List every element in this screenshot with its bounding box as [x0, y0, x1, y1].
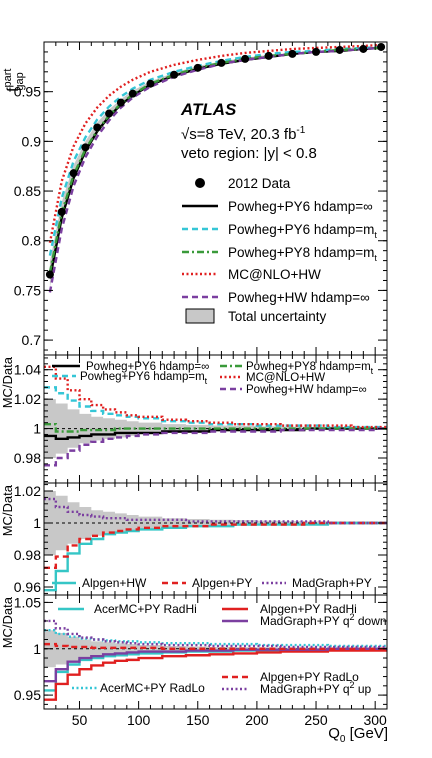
x-tick-label: 300 — [363, 712, 387, 728]
ratio3-legend-entry: MadGraph+PY q2 up — [260, 680, 372, 696]
y-tick-label: 0.96 — [14, 579, 41, 595]
main-series-line-4 — [48, 43, 382, 243]
data-point — [128, 89, 137, 98]
x-tick-label: 200 — [245, 712, 269, 728]
ratio-3-series-step-4 — [44, 642, 387, 650]
data-point — [288, 49, 297, 58]
legend-data-marker — [195, 178, 205, 188]
y-tick-label: 1 — [33, 515, 41, 531]
legend-uncertainty-swatch — [185, 308, 215, 324]
legend-entry: Powheg+PY6 hdamp=mt — [228, 222, 377, 240]
ratio-y-axis-label: MC/Data — [0, 484, 15, 536]
data-point — [217, 58, 226, 67]
y-tick-label: 0.95 — [14, 84, 41, 100]
x-tick-label: 50 — [72, 712, 88, 728]
legend-entry: Powheg+HW hdamp=∞ — [228, 290, 370, 305]
legend-entry: 2012 Data — [228, 176, 291, 191]
ratio-uncertainty-band — [44, 630, 387, 668]
legend-entry: Total uncertainty — [228, 309, 327, 324]
data-point — [377, 42, 386, 51]
data-point — [146, 79, 155, 88]
ratio-1-series-step-4 — [44, 427, 387, 467]
ratio-2-series-step-2 — [44, 497, 387, 525]
x-tick-label: 100 — [127, 712, 151, 728]
ratio3-legend-entry: Alpgen+PY RadLo — [260, 670, 359, 684]
y-tick-label: 0.7 — [22, 332, 42, 348]
ratio2-legend-entry: Alpgen+HW — [82, 576, 147, 590]
data-point — [359, 44, 368, 53]
ratio1-legend-entry: MC@NLO+HW — [246, 372, 325, 384]
y-tick-label: 0.8 — [22, 233, 42, 249]
ratio-1-series-step-3 — [44, 365, 387, 429]
ratio2-legend-entry: Alpgen+PY — [192, 576, 252, 590]
ratio-y-axis-label: MC/Data — [0, 596, 15, 648]
veto-region-label: veto region: |y| < 0.8 — [181, 145, 317, 162]
ratio-3-frame — [43, 594, 388, 710]
ratio-uncertainty-band — [44, 491, 387, 555]
y-axis-label: fpartgap — [2, 69, 26, 92]
x-axis-label: Q0 [GeV] — [328, 725, 388, 745]
ratio3-legend-entry: AcerMC+PY RadHi — [94, 602, 197, 616]
y-tick-label: 0.98 — [14, 547, 41, 563]
legend-entry: MC@NLO+HW — [228, 267, 321, 282]
y-tick-label: 1 — [33, 641, 41, 657]
ratio-y-axis-label: MC/Data — [0, 356, 15, 408]
ratio-2-series-step-1 — [44, 521, 387, 569]
y-tick-label: 0.98 — [14, 450, 41, 466]
data-point — [335, 45, 344, 54]
ratio1-legend-entry: Powheg+HW hdamp=∞ — [246, 384, 367, 396]
ratio-3-series-step-1 — [44, 649, 387, 701]
ratio3-legend-entry: Alpgen+PY RadHi — [260, 602, 357, 616]
ratio2-legend-entry: MadGraph+PY — [292, 576, 372, 590]
x-tick-label: 150 — [186, 712, 210, 728]
data-point — [193, 63, 202, 72]
data-point — [264, 51, 273, 60]
data-point — [170, 70, 179, 79]
x-tick-label: 250 — [304, 712, 328, 728]
y-tick-label: 1 — [33, 421, 41, 437]
y-tick-label: 0.95 — [14, 687, 41, 703]
y-tick-label: 1.05 — [14, 594, 41, 610]
data-point — [116, 98, 125, 107]
ratio1-legend-entry: Powheg+PY8 hdamp=mt — [246, 361, 374, 376]
data-point — [93, 123, 102, 132]
y-tick-label: 0.9 — [22, 133, 42, 149]
data-point — [57, 207, 66, 216]
ratio1-legend-entry: Powheg+PY6 hdamp=∞ — [86, 361, 209, 373]
atlas-label: ATLAS — [180, 100, 237, 119]
data-point — [105, 109, 114, 118]
ratio1-legend-entry: Powheg+PY6 hdamp=mt — [80, 371, 208, 386]
data-point — [81, 143, 90, 152]
data-point — [69, 169, 78, 178]
ratio3-legend-entry: AcerMC+PY RadLo — [100, 681, 205, 695]
y-tick-label: 0.75 — [14, 282, 41, 298]
ratio-3-series-step-5 — [44, 619, 387, 649]
y-tick-label: 1.02 — [14, 391, 41, 407]
data-point — [45, 270, 54, 279]
legend-entry: Powheg+PY8 hdamp=mt — [228, 245, 377, 263]
y-tick-label: 0.85 — [14, 183, 41, 199]
y-tick-label: 1.02 — [14, 483, 41, 499]
data-point — [241, 54, 250, 63]
y-tick-label: 1.04 — [14, 362, 41, 378]
legend-entry: Powheg+PY6 hdamp=∞ — [228, 199, 373, 214]
data-point — [312, 47, 321, 56]
ratio3-legend-entry: MadGraph+PY q2 down — [260, 612, 387, 628]
energy-label: √s=8 TeV, 20.3 fb-1 — [181, 125, 306, 143]
